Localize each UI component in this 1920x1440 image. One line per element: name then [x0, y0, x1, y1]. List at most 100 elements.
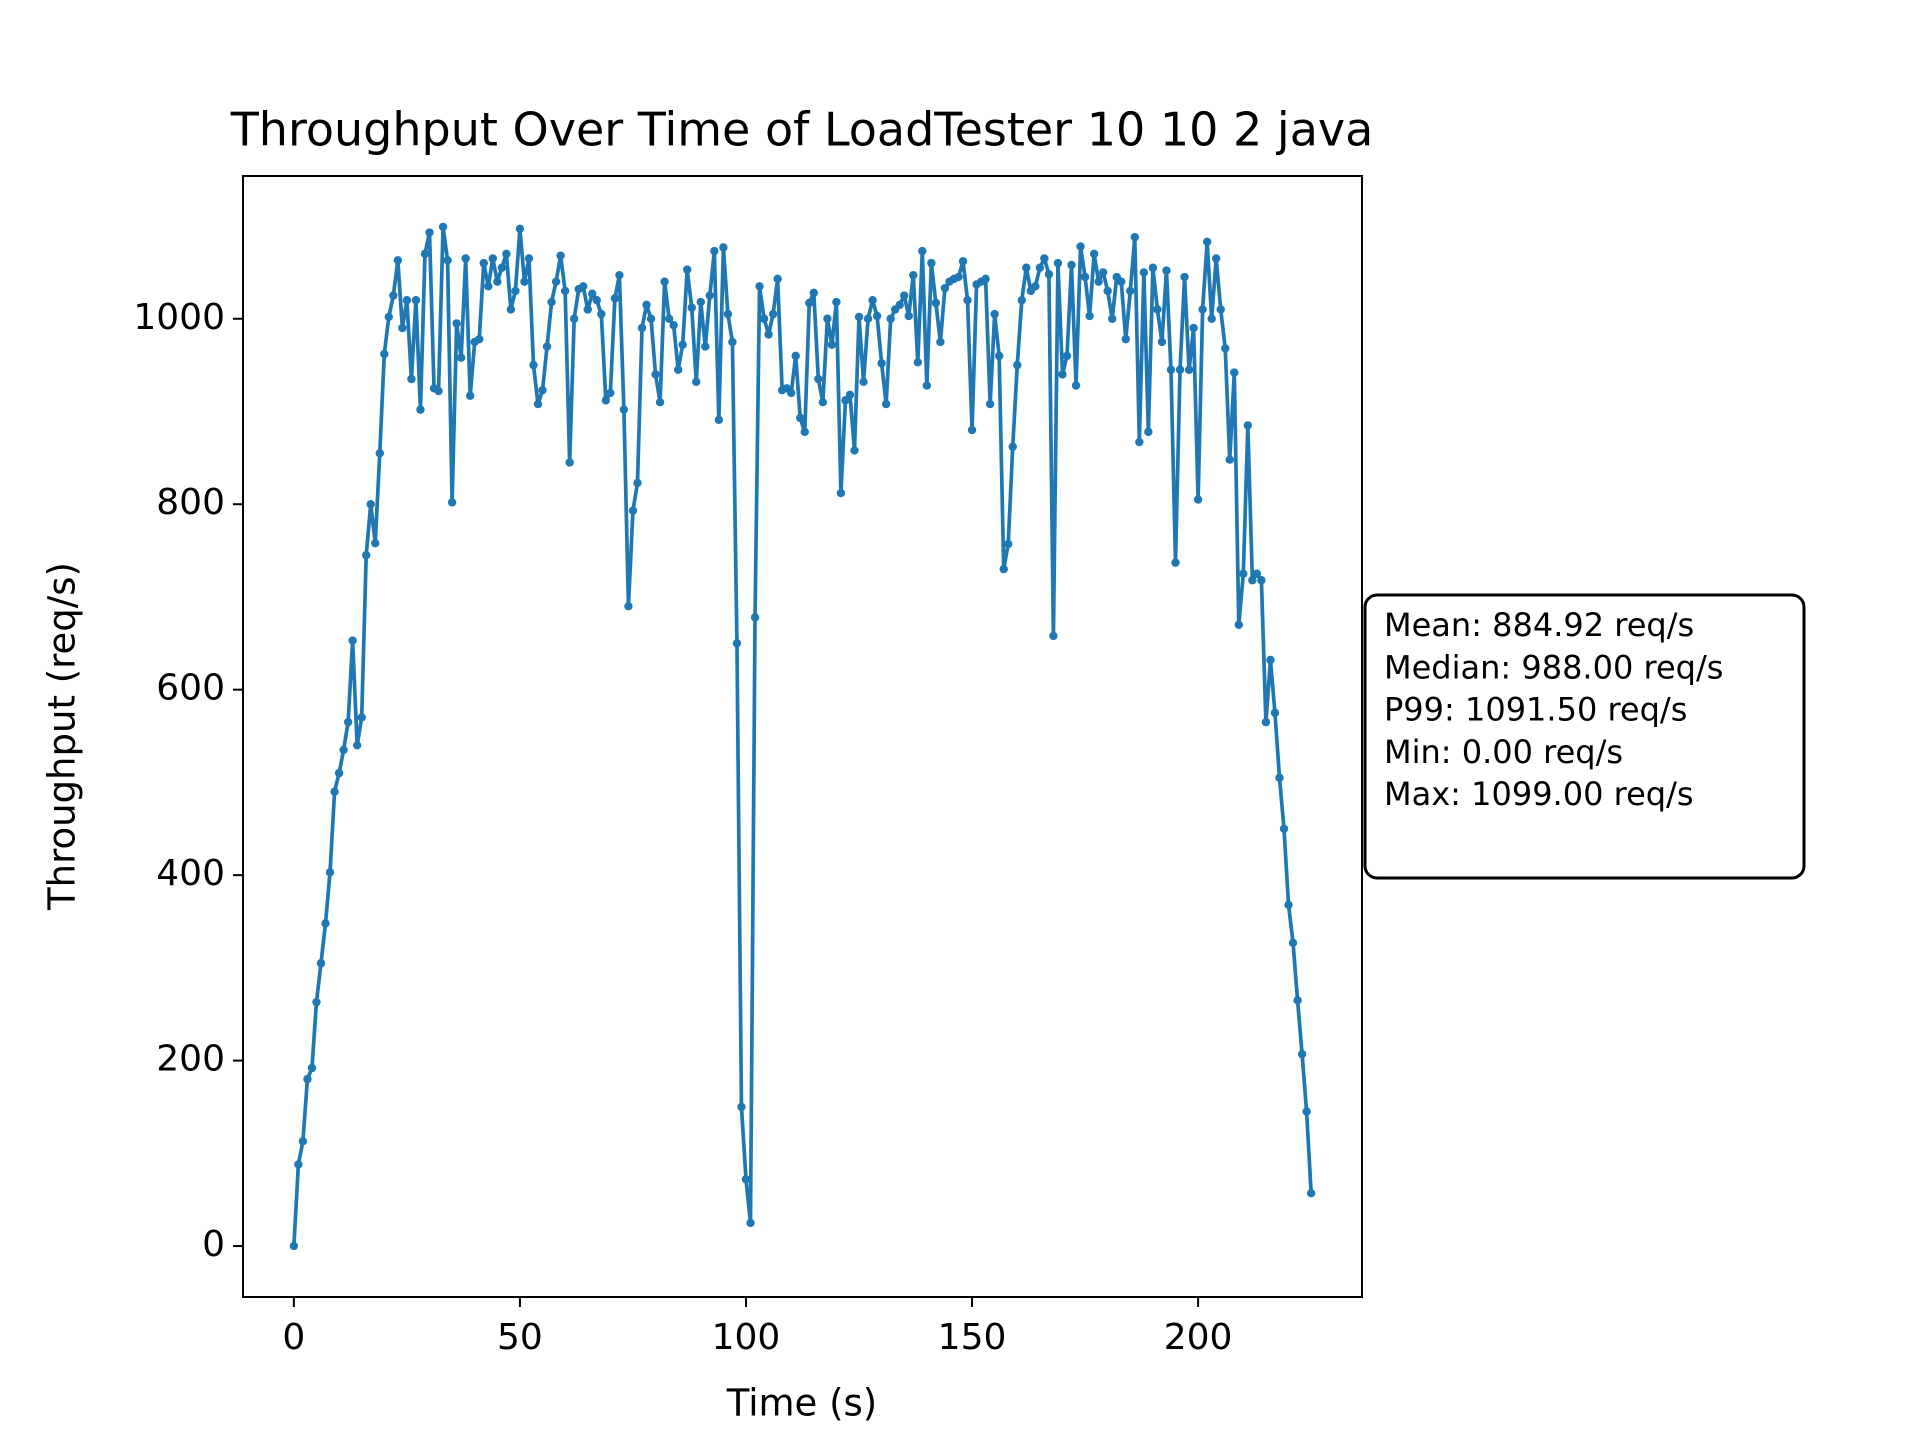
data-point	[438, 222, 448, 232]
data-point	[1184, 365, 1194, 374]
data-point	[868, 296, 877, 305]
data-point	[637, 323, 647, 333]
data-point	[380, 349, 389, 359]
data-point	[1266, 655, 1275, 665]
data-point	[1080, 272, 1090, 282]
data-point	[447, 498, 457, 507]
data-point	[560, 286, 570, 296]
data-point	[705, 291, 715, 300]
y-tick-label: 400	[156, 853, 225, 894]
data-point	[651, 370, 660, 379]
data-point	[895, 300, 904, 310]
data-point	[579, 282, 588, 291]
data-point	[330, 787, 339, 796]
data-point	[687, 303, 696, 312]
data-point	[357, 713, 366, 722]
data-point	[737, 1102, 746, 1112]
data-point	[1230, 368, 1239, 377]
data-point	[985, 399, 995, 409]
y-tick-label: 200	[156, 1039, 225, 1080]
data-point	[529, 360, 538, 370]
data-point	[1103, 286, 1112, 296]
data-point	[1017, 296, 1026, 305]
data-point	[922, 381, 932, 390]
data-point	[660, 277, 669, 286]
data-point	[556, 251, 565, 260]
data-point	[1225, 455, 1234, 464]
data-point	[1162, 266, 1171, 275]
data-point	[434, 386, 443, 396]
data-point	[1013, 360, 1022, 370]
data-point	[1171, 558, 1180, 567]
data-point	[1157, 337, 1167, 347]
data-point	[465, 391, 475, 400]
x-tick-label: 50	[497, 1317, 543, 1358]
y-tick-label: 800	[156, 482, 225, 523]
data-point	[796, 413, 805, 423]
data-point	[1248, 576, 1257, 585]
data-point	[791, 351, 800, 361]
data-point	[398, 323, 407, 333]
data-point	[1239, 569, 1248, 578]
data-point	[551, 277, 561, 286]
data-point	[678, 340, 687, 349]
data-point	[800, 427, 809, 437]
stats-box	[1363, 593, 1806, 880]
data-point	[741, 1175, 751, 1184]
data-point	[420, 249, 430, 259]
data-point	[506, 305, 516, 314]
data-point	[746, 1218, 755, 1228]
data-point	[859, 377, 868, 387]
data-point	[402, 296, 412, 305]
data-point	[542, 342, 552, 351]
data-point	[886, 314, 895, 323]
data-point	[750, 613, 760, 622]
data-point	[1126, 286, 1135, 296]
data-point	[479, 258, 488, 268]
data-point	[664, 314, 674, 323]
data-point	[1243, 421, 1253, 430]
data-point	[1297, 1049, 1307, 1059]
data-point	[827, 340, 837, 349]
data-point	[1302, 1107, 1311, 1116]
data-point	[1098, 268, 1108, 277]
data-point	[999, 564, 1008, 574]
data-point	[872, 311, 882, 321]
data-point	[515, 224, 525, 234]
data-point	[565, 458, 574, 467]
data-point	[343, 717, 353, 727]
data-point	[615, 270, 624, 280]
data-point	[524, 254, 534, 263]
data-point	[1108, 314, 1117, 323]
data-point	[696, 297, 705, 307]
data-point	[728, 337, 737, 347]
data-point	[610, 294, 620, 303]
data-point	[312, 997, 321, 1007]
data-point	[692, 377, 701, 387]
data-point	[1193, 495, 1203, 504]
data-point	[624, 602, 633, 611]
data-point	[592, 296, 601, 305]
x-axis-label: Time (s)	[726, 1382, 877, 1425]
data-point	[1234, 620, 1243, 629]
data-point	[927, 258, 936, 268]
data-point	[1058, 370, 1067, 379]
data-point	[1275, 773, 1284, 782]
data-point	[362, 551, 371, 560]
data-point	[1004, 539, 1013, 549]
data-point	[909, 270, 918, 280]
data-point	[646, 314, 656, 323]
data-point	[841, 396, 850, 405]
data-point	[502, 249, 511, 259]
data-point	[823, 314, 832, 323]
data-point	[497, 263, 507, 272]
data-point	[1207, 314, 1216, 323]
data-point	[597, 309, 606, 319]
data-point	[981, 274, 990, 284]
data-point	[1293, 996, 1302, 1005]
data-point	[1252, 569, 1262, 578]
data-point	[393, 256, 403, 265]
data-point	[850, 446, 859, 455]
data-point	[710, 246, 719, 256]
data-point	[475, 334, 484, 344]
